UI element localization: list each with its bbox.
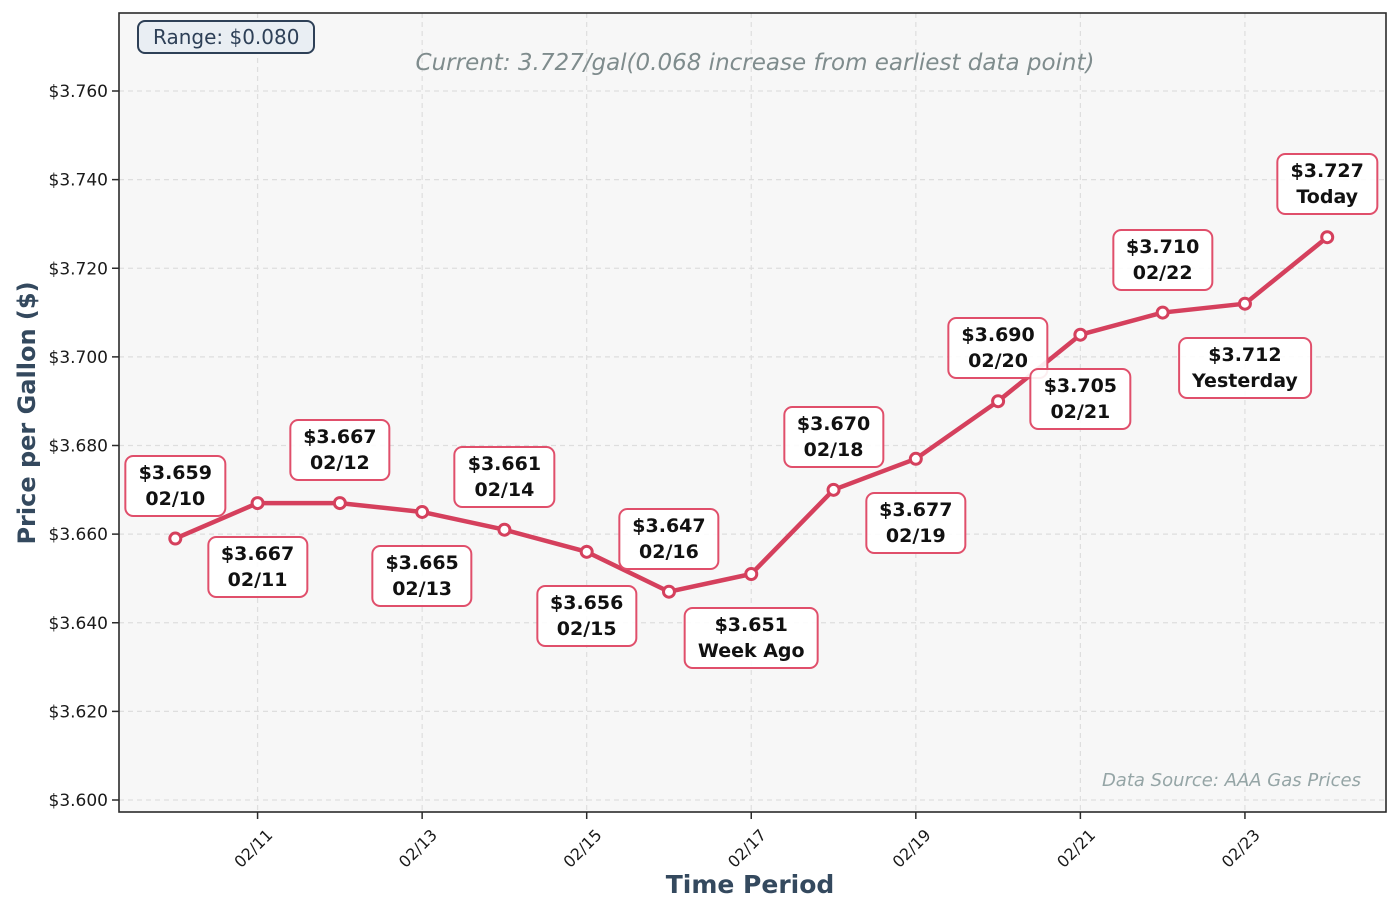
data-point-marker [168,531,183,546]
range-badge: Range: $0.080 [137,20,316,54]
x-tick-label: 02/11 [230,825,276,871]
data-point-marker [1237,296,1252,311]
data-source-note: Data Source: AAA Gas Prices [1101,770,1361,791]
x-tick-label: 02/13 [395,825,441,871]
x-tick-label: 02/23 [1218,825,1264,871]
y-tick-label: $3.760 [49,82,108,102]
plot-background [119,13,1386,812]
y-tick-label: $3.680 [49,437,108,457]
plot-frame [118,12,1387,813]
x-tick-label: 02/17 [724,825,770,871]
x-axis-title: Time Period [665,870,835,899]
x-tick-label: 02/15 [559,825,605,871]
x-tick-label: 02/21 [1053,825,1099,871]
y-tick-label: $3.720 [49,259,108,279]
data-point-marker [1073,327,1088,342]
data-point-marker [908,451,923,466]
y-tick-label: $3.700 [49,348,108,368]
data-point-marker [415,504,430,519]
y-tick-label: $3.620 [49,702,108,722]
x-tick-label: 02/19 [889,825,935,871]
data-point-marker [332,496,347,511]
data-point-marker [1155,305,1170,320]
y-tick-label: $3.660 [49,525,108,545]
y-axis-title: Price per Gallon ($) [13,281,41,545]
y-tick-label: $3.740 [49,171,108,191]
data-point-marker [826,482,841,497]
data-point-marker [1320,230,1335,245]
y-tick-label: $3.600 [49,791,108,811]
data-point-marker [661,584,676,599]
data-point-marker [497,522,512,537]
data-point-marker [579,544,594,559]
data-point-marker [991,394,1006,409]
chart-title: Current: 3.727/gal(0.068 increase from e… [415,50,1095,76]
data-point-marker [250,496,265,511]
data-point-marker [744,567,759,582]
y-tick-label: $3.640 [49,614,108,634]
